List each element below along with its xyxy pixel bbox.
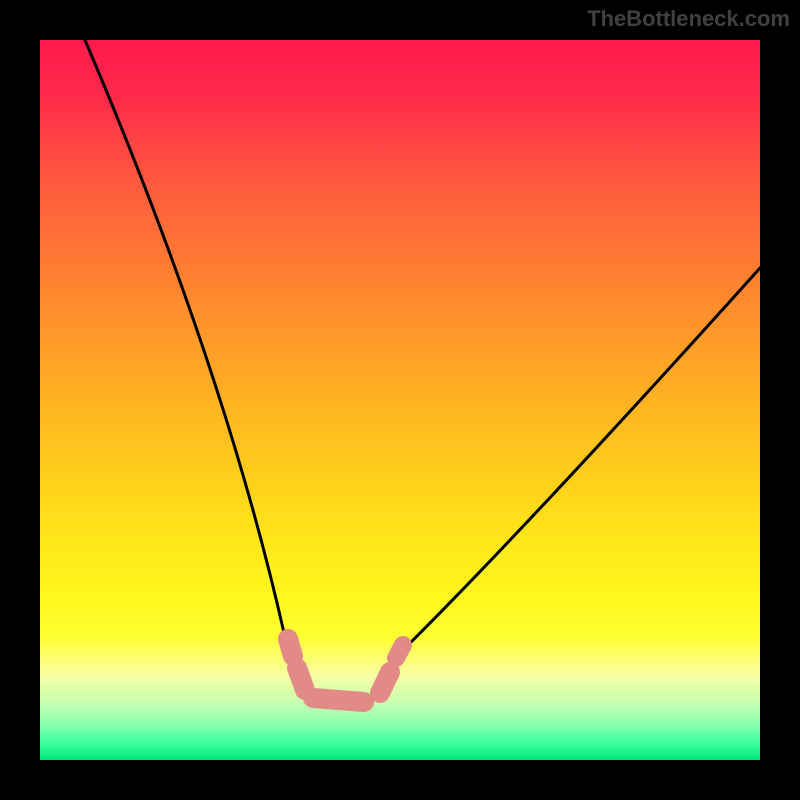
chart-svg (0, 0, 800, 800)
curve-marker-0 (288, 639, 293, 656)
curve-marker-1 (297, 668, 305, 690)
curve-marker-2 (313, 698, 364, 702)
curve-marker-4 (396, 645, 403, 658)
curve-marker-3 (380, 672, 390, 693)
